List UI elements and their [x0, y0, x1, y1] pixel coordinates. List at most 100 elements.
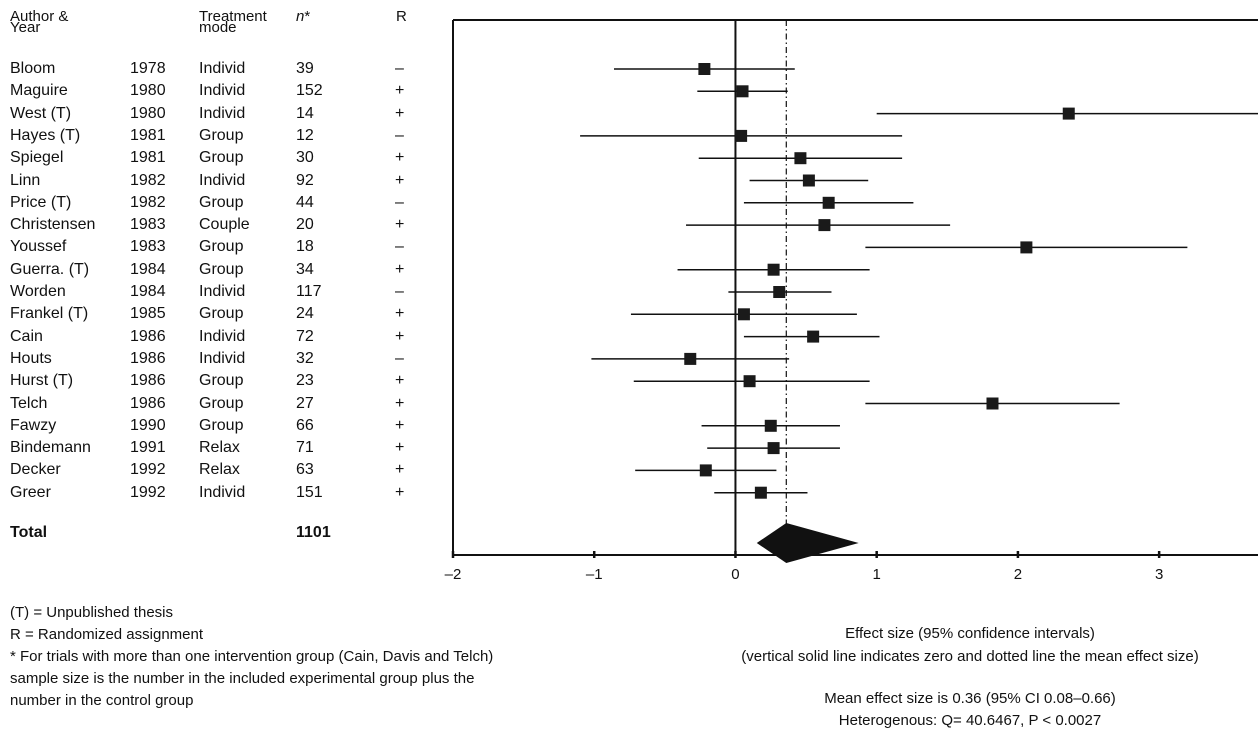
cell-author: Decker — [10, 461, 61, 479]
cell-mode: Individ — [199, 283, 246, 300]
cell-r: – — [395, 193, 404, 211]
header-n-letter: n — [296, 8, 305, 25]
header-n-asterisk: * — [304, 8, 311, 25]
cell-author: Worden — [10, 283, 66, 300]
effect-marker — [743, 375, 756, 388]
cell-r: + — [395, 104, 405, 122]
total-diamond — [756, 523, 859, 563]
cell-author: West (T) — [10, 104, 72, 122]
forest-plot: –2 –1 0 1 2 3 — [445, 19, 1258, 583]
cell-mode: Relax — [199, 461, 240, 479]
cell-year: 1984 — [130, 283, 166, 300]
cell-r: – — [395, 349, 404, 367]
x-tick-label: 1 — [873, 566, 881, 583]
effect-marker — [754, 486, 767, 499]
effect-marker — [735, 129, 748, 142]
cell-author: Price (T) — [10, 193, 72, 211]
cell-mode: Group — [199, 372, 244, 390]
cell-r: – — [395, 283, 404, 300]
header-mode: mode — [199, 19, 237, 36]
summary-mean: Mean effect size is 0.36 (95% CI 0.08–0.… — [824, 690, 1116, 707]
cell-r: + — [395, 461, 405, 479]
cell-year: 1980 — [130, 104, 166, 122]
cell-n: 151 — [296, 483, 323, 501]
cell-r: + — [395, 394, 405, 412]
cell-author: Telch — [10, 394, 48, 412]
cell-author: Hayes (T) — [10, 126, 81, 144]
cell-n: 71 — [296, 439, 314, 457]
cell-r: – — [395, 126, 404, 144]
cell-year: 1982 — [130, 193, 166, 211]
cell-mode: Group — [199, 416, 244, 434]
cell-year: 1981 — [130, 149, 166, 167]
cell-year: 1991 — [130, 439, 166, 457]
header-author: Author & — [10, 8, 69, 25]
cell-year: 1986 — [130, 394, 166, 412]
effect-marker — [699, 464, 712, 477]
cell-author: Cain — [10, 327, 43, 345]
x-tick-label: –2 — [445, 566, 462, 583]
cell-author: Hurst (T) — [10, 372, 74, 390]
cell-n: 117 — [296, 283, 322, 300]
cell-year: 1984 — [130, 260, 166, 278]
summary-heterogeneity: Heterogenous: Q= 40.6467, P < 0.0027 — [838, 712, 1102, 729]
cell-author: Guerra. (T) — [10, 260, 90, 278]
xaxis-caption-1: Effect size (95% confidence intervals) — [845, 625, 1095, 642]
x-tick-label: –1 — [586, 566, 603, 583]
effect-marker — [764, 419, 777, 432]
cell-mode: Group — [199, 260, 244, 278]
cell-r: + — [395, 416, 405, 434]
footnote-line-2: sample size is the number in the include… — [10, 670, 475, 687]
effect-marker — [986, 397, 999, 410]
cell-n: 18 — [296, 238, 314, 256]
cell-r: + — [395, 82, 405, 100]
effect-marker — [767, 263, 780, 276]
cell-author: Fawzy — [10, 416, 57, 434]
effect-marker — [737, 308, 750, 321]
cell-author: Christensen — [10, 216, 96, 234]
cell-n: 14 — [296, 104, 314, 122]
cell-year: 1986 — [130, 327, 166, 345]
cell-author: Spiegel — [10, 149, 64, 167]
effect-marker — [1020, 241, 1033, 254]
cell-n: 92 — [296, 171, 314, 189]
cell-mode: Individ — [199, 327, 246, 345]
cell-n: 27 — [296, 394, 314, 412]
cell-r: + — [395, 439, 405, 457]
cell-r: – — [395, 60, 404, 77]
cell-n: 66 — [296, 416, 314, 434]
x-tick-label: 3 — [1155, 566, 1163, 583]
cell-author: Youssef — [10, 238, 67, 256]
cell-mode: Group — [199, 238, 244, 256]
cell-r: + — [395, 149, 405, 167]
cell-mode: Individ — [199, 171, 246, 189]
cell-mode: Individ — [199, 349, 246, 367]
cell-mode: Group — [199, 305, 244, 323]
cell-year: 1992 — [130, 483, 166, 501]
effect-marker — [802, 174, 815, 187]
cell-year: 1983 — [130, 238, 166, 256]
cell-r: + — [395, 171, 405, 189]
cell-r: + — [395, 483, 405, 501]
cell-r: + — [395, 327, 405, 345]
cell-author: Linn — [10, 171, 41, 189]
cell-n: 72 — [296, 327, 314, 345]
cell-year: 1985 — [130, 305, 166, 323]
effect-marker — [794, 152, 807, 165]
cell-mode: Group — [199, 149, 244, 167]
cell-author: Houts — [10, 349, 52, 367]
effect-marker — [818, 219, 831, 232]
cell-n: 20 — [296, 216, 314, 234]
header-year: Year — [10, 19, 41, 36]
cell-author: Bindemann — [10, 439, 91, 457]
cell-author: Bloom — [10, 60, 56, 77]
cell-r: + — [395, 260, 405, 278]
cell-mode: Individ — [199, 82, 246, 100]
footnote-line-3: number in the control group — [10, 692, 194, 709]
x-tick-label: 0 — [731, 566, 739, 583]
cell-year: 1983 — [130, 216, 166, 234]
cell-mode: Individ — [199, 104, 246, 122]
footnote-line-1: * For trials with more than one interven… — [10, 648, 494, 665]
cell-mode: Relax — [199, 439, 240, 457]
cell-mode: Individ — [199, 60, 246, 77]
